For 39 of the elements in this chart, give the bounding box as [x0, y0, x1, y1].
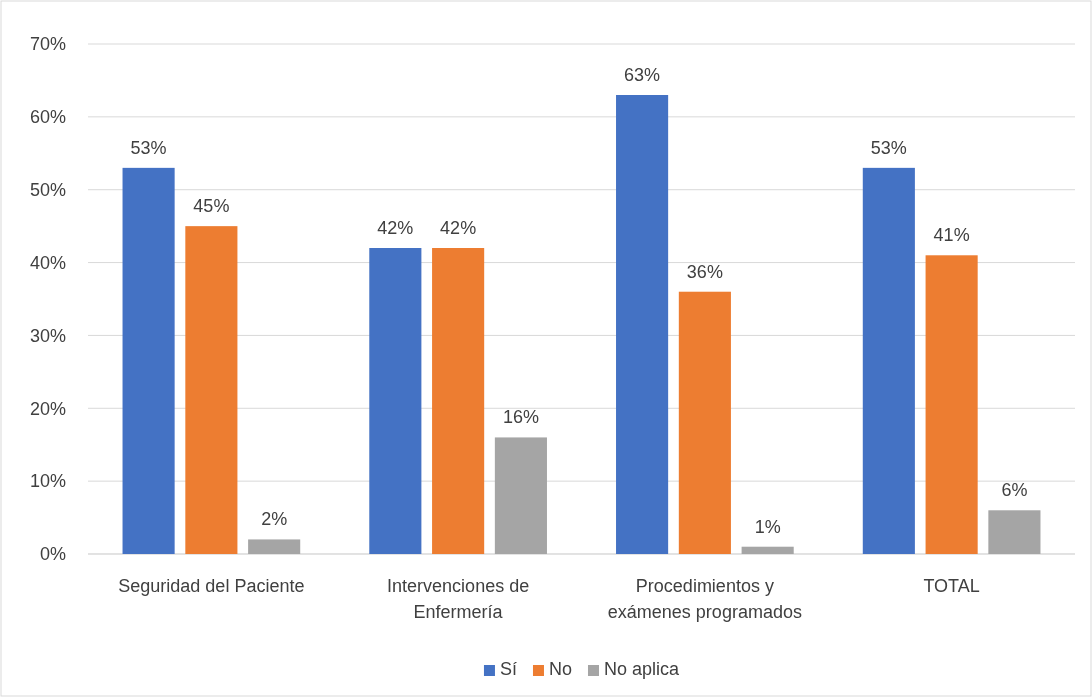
legend-label: Sí	[499, 659, 517, 679]
legend-label: No	[548, 659, 572, 679]
x-tick-label: Procedimientos y exámenes programados	[607, 576, 802, 623]
data-label: 41%	[933, 225, 970, 246]
y-tick-label: 40%	[29, 252, 66, 273]
bar	[862, 167, 915, 554]
y-tick-label: 20%	[29, 398, 66, 419]
data-label: 2%	[261, 509, 288, 530]
bar	[678, 291, 731, 554]
x-tick-label: TOTAL	[923, 576, 980, 596]
bar	[988, 510, 1041, 554]
data-label: 42%	[440, 218, 477, 238]
data-label: 53%	[870, 137, 907, 158]
bar	[494, 437, 547, 554]
y-tick-label: 30%	[29, 325, 66, 346]
data-label: 63%	[624, 65, 661, 85]
bar	[185, 226, 238, 554]
data-label: 1%	[754, 516, 781, 537]
y-tick-label: 0%	[39, 544, 66, 565]
data-label: 45%	[193, 196, 230, 217]
bar	[432, 248, 485, 554]
y-tick-label: 70%	[29, 34, 66, 55]
data-label: 16%	[502, 407, 539, 428]
y-tick-label: 10%	[29, 471, 66, 492]
legend-label: No aplica	[603, 659, 681, 679]
x-tick-label: Seguridad del Paciente	[118, 576, 305, 596]
bar	[741, 546, 794, 554]
data-label: 42%	[377, 218, 414, 238]
data-label: 6%	[1001, 480, 1028, 501]
bar	[925, 255, 978, 554]
x-tick-label: Intervenciones de Enfermería	[387, 576, 530, 623]
y-tick-label: 60%	[29, 107, 66, 128]
bar	[369, 248, 422, 554]
bar	[248, 539, 301, 554]
data-label: 53%	[130, 137, 167, 158]
data-label: 36%	[686, 261, 723, 282]
bar	[122, 167, 175, 554]
y-tick-label: 50%	[29, 179, 66, 200]
bar	[616, 95, 669, 554]
